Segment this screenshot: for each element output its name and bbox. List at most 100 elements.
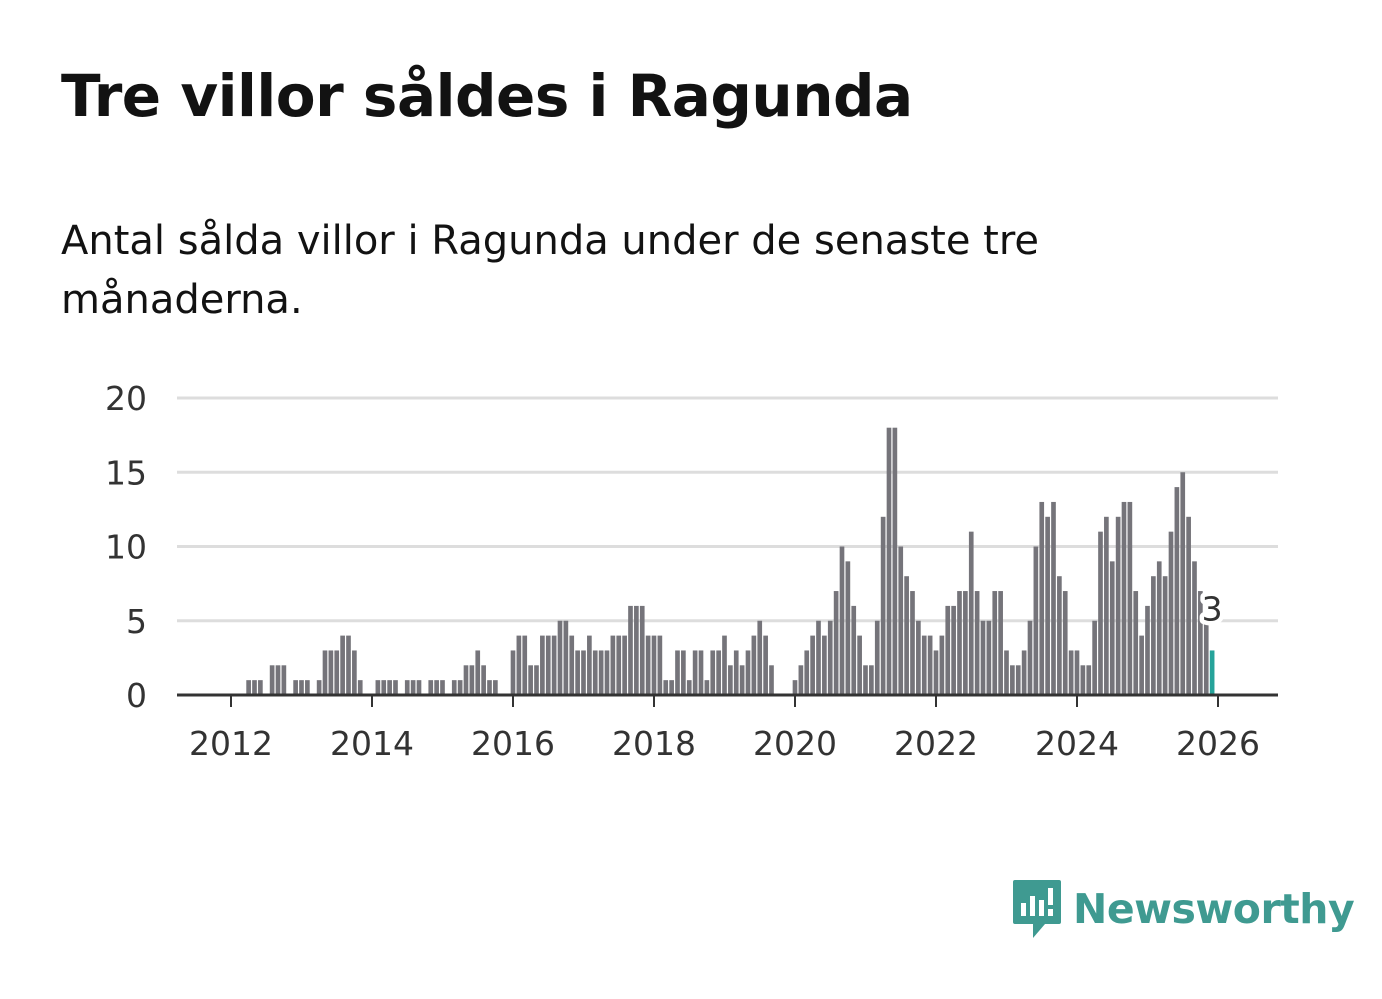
bar <box>710 650 716 695</box>
bar <box>463 665 469 695</box>
bar <box>1115 516 1121 695</box>
bar <box>757 620 763 695</box>
bar <box>939 635 945 695</box>
bar <box>634 605 639 695</box>
bar <box>745 650 751 695</box>
bar <box>904 576 909 695</box>
bar <box>551 635 557 695</box>
x-tick-label: 2020 <box>753 724 837 763</box>
bar <box>1098 531 1103 695</box>
bar <box>387 680 392 695</box>
bar <box>1121 501 1127 695</box>
bar <box>763 635 768 695</box>
highlight-value-label: 3 <box>1202 589 1223 628</box>
bar-chart: 0 5 10 15 20 2012 2014 2016 2018 2020 2022 2024 2026… <box>105 379 1278 763</box>
bar <box>1145 605 1150 695</box>
bar <box>352 650 357 695</box>
bar <box>963 591 968 695</box>
bar <box>933 650 939 695</box>
bar <box>1004 650 1009 695</box>
bar <box>892 427 898 695</box>
bar <box>528 665 533 695</box>
bar <box>716 650 721 695</box>
bar <box>880 516 886 695</box>
bar <box>1139 635 1144 695</box>
bar <box>921 635 927 695</box>
bar <box>457 680 463 695</box>
bar <box>1203 620 1209 695</box>
bar <box>822 635 827 695</box>
x-tick-label: 2012 <box>189 724 273 763</box>
bar <box>1039 501 1045 695</box>
bar <box>375 680 381 695</box>
bar <box>305 680 310 695</box>
bar <box>957 591 962 695</box>
bar <box>1104 516 1109 695</box>
bar <box>1086 665 1092 695</box>
bar <box>569 635 575 695</box>
bar <box>869 665 874 695</box>
bar <box>686 680 692 695</box>
brand-logo: Newsworthy <box>1011 878 1355 940</box>
bar <box>851 605 857 695</box>
bar <box>575 650 580 695</box>
bar <box>810 635 815 695</box>
bar <box>610 635 616 695</box>
x-tick-label: 2026 <box>1176 724 1260 763</box>
bar <box>510 650 516 695</box>
bar <box>651 635 657 695</box>
bar <box>616 635 622 695</box>
bar <box>299 680 304 695</box>
bar <box>516 635 522 695</box>
bar <box>1033 546 1039 695</box>
bar <box>1168 531 1174 695</box>
bar <box>269 665 275 695</box>
highlight-label-halo: 3 <box>1202 589 1223 628</box>
bar <box>563 620 569 695</box>
bar <box>1027 620 1033 695</box>
bar <box>434 680 439 695</box>
bar <box>857 635 862 695</box>
bar <box>704 680 710 695</box>
bar <box>980 620 986 695</box>
bar <box>804 650 810 695</box>
bar <box>628 605 633 695</box>
bar <box>1133 591 1139 695</box>
bar <box>440 680 445 695</box>
bar <box>469 665 475 695</box>
chart-subtitle: Antal sålda villor i Ragunda under de se… <box>61 218 1040 323</box>
bar <box>1186 516 1191 695</box>
bar <box>833 591 839 695</box>
bar <box>681 650 686 695</box>
x-tick-label: 2016 <box>471 724 555 763</box>
y-tick-label: 15 <box>105 453 147 492</box>
bar <box>663 680 669 695</box>
bar <box>622 635 627 695</box>
bar <box>751 635 757 695</box>
bar <box>481 665 486 695</box>
bar <box>592 650 598 695</box>
bar <box>1162 576 1168 695</box>
bar <box>722 635 727 695</box>
bar <box>334 650 340 695</box>
bar <box>816 620 821 695</box>
bar-highlight <box>1209 650 1215 695</box>
bar <box>451 680 457 695</box>
bar <box>275 665 281 695</box>
bar <box>675 650 680 695</box>
bar <box>886 427 892 695</box>
bar <box>639 605 645 695</box>
bar <box>910 591 915 695</box>
bar <box>1010 665 1015 695</box>
bar <box>769 665 774 695</box>
bar <box>669 680 674 695</box>
bar <box>792 680 798 695</box>
bar <box>1174 487 1180 695</box>
bar <box>1062 591 1068 695</box>
bar <box>428 680 434 695</box>
bar <box>1057 576 1062 695</box>
bar <box>1109 561 1115 695</box>
x-tick-label: 2024 <box>1035 724 1119 763</box>
bar <box>874 620 880 695</box>
bar <box>1151 576 1156 695</box>
